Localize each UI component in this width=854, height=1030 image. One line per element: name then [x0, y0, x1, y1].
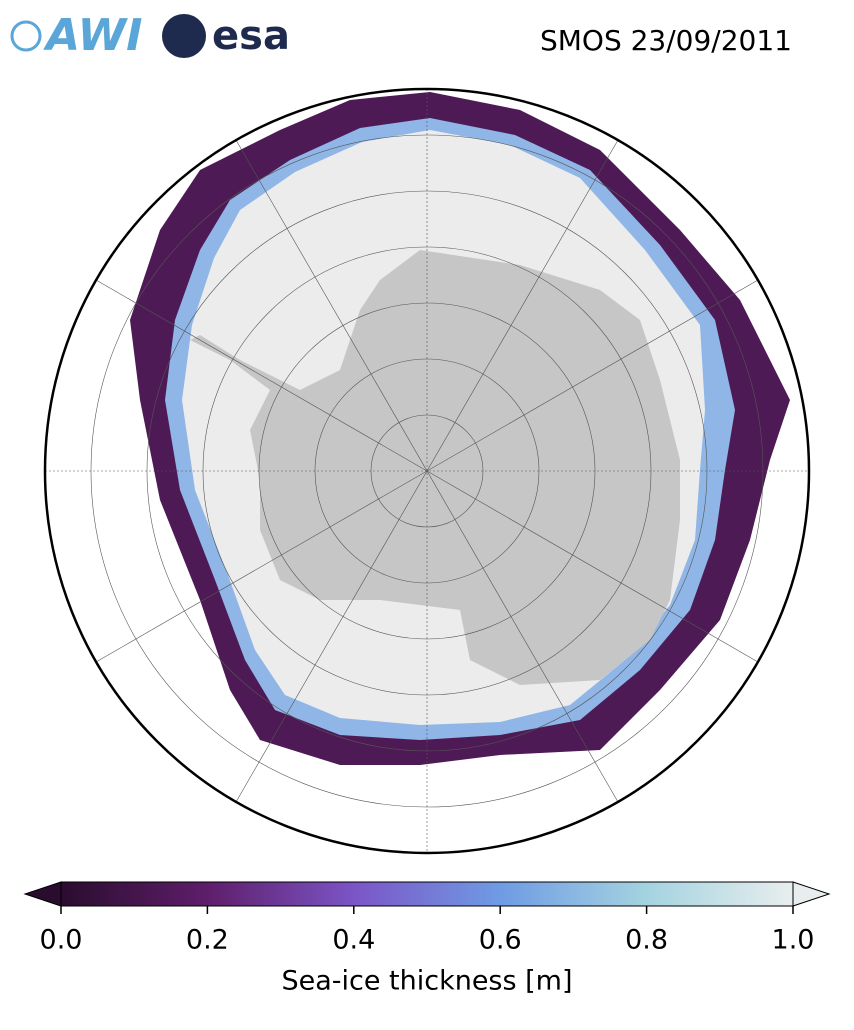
colorbar-tick-label: 0.4: [332, 925, 375, 956]
esa-text: esa: [212, 13, 290, 59]
awi-logo: AWI: [10, 10, 143, 61]
antarctica: [190, 250, 680, 685]
colorbar-extend-low: [23, 881, 62, 907]
graticule: [45, 89, 809, 853]
esa-icon: [162, 14, 206, 58]
awi-text: AWI: [43, 10, 143, 61]
colorbar-label: Sea-ice thickness [m]: [281, 966, 572, 997]
map: [45, 89, 809, 853]
map-frame: [43, 87, 811, 855]
colorbar-tick-label: 0.2: [186, 925, 229, 956]
colorbar-tick-label: 1.0: [772, 925, 815, 956]
colorbar: 0.0 0.2 0.4 0.6 0.8 1.0: [23, 881, 831, 956]
awi-icon: [10, 20, 42, 52]
colorbar-tick-label: 0.6: [479, 925, 522, 956]
title: SMOS 23/09/2011: [540, 24, 792, 57]
colorbar-extend-high: [792, 881, 831, 907]
colorbar-tick-label: 0.0: [40, 925, 83, 956]
esa-logo: esa: [162, 13, 290, 59]
colorbar-gradient: [60, 881, 794, 907]
colorbar-tick-label: 0.8: [625, 925, 668, 956]
